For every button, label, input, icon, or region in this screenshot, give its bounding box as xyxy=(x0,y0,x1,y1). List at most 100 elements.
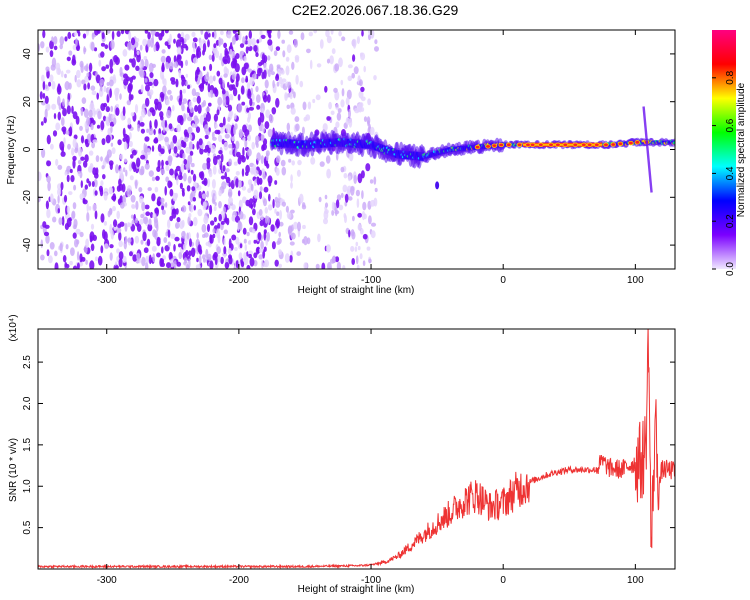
heatmap-cell xyxy=(258,248,264,253)
heatmap-cell xyxy=(57,111,61,121)
heatmap-cell xyxy=(158,33,163,41)
heatmap-cell xyxy=(181,38,185,46)
heatmap-cell xyxy=(157,101,162,111)
heatmap-cell xyxy=(191,123,195,129)
heatmap-cell xyxy=(45,234,50,244)
heatmap-cell xyxy=(86,72,90,78)
heatmap-cell xyxy=(238,179,242,189)
heatmap-cell xyxy=(306,237,311,245)
heatmap-cell xyxy=(341,36,346,42)
heatmap-cell xyxy=(256,104,261,110)
heatmap-cell xyxy=(42,92,46,99)
heatmap-cell xyxy=(160,93,165,102)
heatmap-cell xyxy=(136,157,141,168)
heatmap-cell xyxy=(206,160,211,170)
heatmap-cell xyxy=(209,234,214,244)
heatmap-cell xyxy=(105,134,111,144)
heatmap-cell xyxy=(187,201,191,206)
heatmap-cell xyxy=(102,229,106,240)
heatmap-cell xyxy=(261,53,266,63)
heatmap-cell xyxy=(257,232,260,240)
heatmap-cell xyxy=(374,39,378,45)
heatmap-cell xyxy=(435,181,440,190)
heatmap-cell xyxy=(301,126,305,135)
heatmap-cell xyxy=(278,192,281,199)
heatmap-cell xyxy=(130,154,134,159)
heatmap-cell xyxy=(97,110,102,120)
heatmap-cell xyxy=(212,253,216,261)
heatmap-cell xyxy=(307,101,312,110)
heatmap-cell xyxy=(152,253,156,263)
heatmap-cell xyxy=(42,30,46,39)
heatmap-cell xyxy=(260,155,264,165)
heatmap-cell xyxy=(617,141,624,146)
heatmap-cell xyxy=(326,35,332,44)
heatmap-cell xyxy=(334,63,340,72)
heatmap-cell xyxy=(185,73,188,78)
heatmap-cell xyxy=(145,84,150,92)
heatmap-cell xyxy=(228,144,233,149)
heatmap-cell xyxy=(64,73,67,79)
heatmap-cell xyxy=(233,126,237,135)
heatmap-cell xyxy=(129,251,133,257)
heatmap-cell xyxy=(91,141,95,149)
heatmap-cell xyxy=(239,155,245,160)
heatmap-cell xyxy=(233,58,238,66)
heatmap-cell xyxy=(192,97,197,103)
heatmap-cell xyxy=(248,40,254,45)
heatmap-cell xyxy=(41,74,45,83)
heatmap-cell xyxy=(538,142,544,147)
heatmap-cell xyxy=(344,193,349,203)
heatmap-cell xyxy=(250,170,255,175)
heatmap-cell xyxy=(610,142,617,147)
heatmap-cell xyxy=(273,50,278,57)
heatmap-cell xyxy=(247,250,253,256)
heatmap-cell xyxy=(205,107,211,112)
heatmap-cell xyxy=(116,30,121,37)
heatmap-cell xyxy=(147,223,153,232)
heatmap-cell xyxy=(71,210,76,219)
heatmap-cell xyxy=(66,205,70,214)
heatmap-cell xyxy=(161,62,165,72)
heatmap-cell xyxy=(172,135,178,144)
heatmap-cell xyxy=(216,246,221,255)
heatmap-cell xyxy=(238,252,243,260)
heatmap-cell xyxy=(319,161,325,167)
heatmap-cell xyxy=(288,30,294,35)
heatmap-cell xyxy=(228,182,231,188)
heatmap-cell xyxy=(334,210,340,215)
heatmap-cell xyxy=(73,31,78,37)
heatmap-cell xyxy=(163,78,167,87)
heatmap-cell xyxy=(172,104,175,112)
heatmap-cell xyxy=(142,231,147,242)
heatmap-cell xyxy=(343,172,348,179)
heatmap-cell xyxy=(235,171,240,176)
heatmap-cell xyxy=(240,85,245,95)
heatmap-cell xyxy=(48,255,53,264)
heatmap-cell xyxy=(342,184,348,193)
heatmap-cell xyxy=(331,48,336,55)
heatmap-cell xyxy=(199,39,203,49)
heatmap-cell xyxy=(99,78,105,86)
heatmap-cell xyxy=(150,30,156,36)
heatmap-cell xyxy=(53,113,57,120)
heatmap-cell xyxy=(169,168,174,176)
heatmap-cell xyxy=(191,88,197,97)
bottom-y-tick-label: 2.5 xyxy=(22,355,33,369)
heatmap-cell xyxy=(124,64,130,71)
heatmap-cell xyxy=(289,254,293,263)
heatmap-cell xyxy=(198,191,202,199)
heatmap-cell xyxy=(100,120,105,131)
heatmap-cell xyxy=(239,43,245,48)
heatmap-cell xyxy=(282,50,286,58)
heatmap-cell xyxy=(184,33,190,41)
heatmap-cell xyxy=(180,163,185,173)
heatmap-cell xyxy=(246,264,251,269)
heatmap-cell xyxy=(222,165,226,172)
heatmap-cell xyxy=(72,138,77,148)
heatmap-cell xyxy=(263,62,267,71)
heatmap-cell xyxy=(222,116,226,127)
heatmap-cell xyxy=(96,124,101,129)
heatmap-cell xyxy=(144,163,150,170)
